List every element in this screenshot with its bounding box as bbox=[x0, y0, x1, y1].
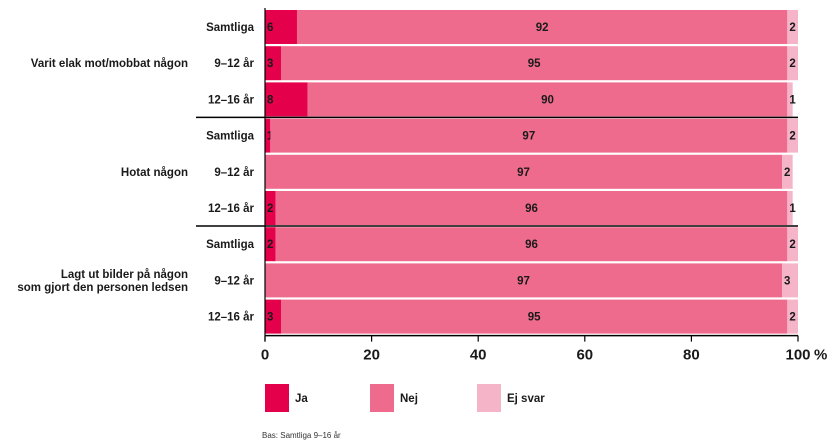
data-label: 2 bbox=[267, 203, 273, 215]
bar-segment-ja bbox=[265, 82, 308, 117]
row-label: 9–12 år bbox=[214, 275, 254, 287]
x-tick-label: 80 bbox=[683, 347, 700, 364]
group-label-line: som gjort den personen ledsen bbox=[17, 282, 188, 294]
row-labels-layer: Samtliga 9–12 år 12–16 år Samtliga 9–12 år 12… bbox=[206, 22, 255, 324]
bar-segment-nej bbox=[307, 82, 788, 117]
bar-segment-nej bbox=[280, 46, 788, 81]
group-label-line: Varit elak mot/mobbat någon bbox=[31, 58, 188, 70]
row-label: Samtliga bbox=[206, 22, 255, 34]
footnote: Bas: Samtliga 9–16 år bbox=[262, 431, 341, 440]
legend-swatch bbox=[370, 384, 394, 412]
row-label: 12–16 år bbox=[208, 203, 255, 215]
bar-segment-ja bbox=[265, 10, 297, 44]
x-axis: 0 20 40 60 80 100% bbox=[261, 8, 827, 364]
bar-segment-ej-svar bbox=[787, 227, 798, 262]
bar-segment-ej-svar bbox=[787, 10, 798, 44]
bar-segment-nej bbox=[280, 299, 788, 334]
row-label: 12–16 år bbox=[208, 94, 255, 106]
data-label: 96 bbox=[525, 239, 538, 251]
x-tick-label: 100 bbox=[785, 347, 810, 364]
legend-label: Ej svar bbox=[507, 393, 545, 405]
data-label: 97 bbox=[522, 131, 535, 143]
data-label: 97 bbox=[517, 167, 530, 179]
bar-segment-ej-svar bbox=[787, 191, 793, 225]
data-label: 6 bbox=[267, 22, 273, 34]
group-label-line: Lagt ut bilder på någon bbox=[61, 269, 188, 281]
row-label: 9–12 år bbox=[214, 167, 254, 179]
group-label: Hotat någon bbox=[121, 167, 188, 179]
bar-segment-nej bbox=[265, 154, 783, 189]
data-label: 1 bbox=[789, 94, 796, 106]
x-tick-label: 60 bbox=[576, 347, 593, 364]
legend: Ja Nej Ej svar bbox=[265, 384, 545, 412]
bar-segment-nej bbox=[275, 227, 788, 262]
x-tick-label: 40 bbox=[470, 347, 487, 364]
data-label: 95 bbox=[528, 312, 541, 324]
x-unit-label: % bbox=[814, 347, 827, 364]
group-separators bbox=[196, 116, 798, 227]
bar-segment-nej bbox=[296, 10, 788, 44]
bar-segment-ej-svar bbox=[787, 118, 798, 153]
data-label: 2 bbox=[789, 239, 795, 251]
data-label: 97 bbox=[517, 275, 530, 287]
bar-segment-nej bbox=[275, 191, 788, 225]
x-tick-label: 20 bbox=[363, 347, 380, 364]
data-label: 96 bbox=[525, 203, 538, 215]
bar-segment-ej-svar bbox=[782, 263, 798, 298]
legend-swatch bbox=[265, 384, 289, 412]
bar-segment-ej-svar bbox=[787, 82, 793, 117]
data-label: 2 bbox=[789, 22, 795, 34]
group-label: Varit elak mot/mobbat någon bbox=[31, 58, 188, 70]
bar-segment-ej-svar bbox=[782, 154, 793, 189]
data-label: 95 bbox=[528, 58, 541, 70]
data-label: 8 bbox=[267, 94, 274, 106]
bar-segment-nej bbox=[265, 263, 783, 298]
data-label: 3 bbox=[784, 275, 790, 287]
bar-segment-ja bbox=[265, 191, 276, 225]
bar-segment-ja bbox=[265, 118, 271, 153]
bar-segment-ja bbox=[265, 299, 281, 334]
data-label: 3 bbox=[267, 312, 273, 324]
data-label: 92 bbox=[536, 22, 549, 34]
data-label: 2 bbox=[789, 58, 795, 70]
legend-label: Ja bbox=[295, 393, 308, 405]
group-labels-layer: Varit elak mot/mobbat någon Hotat någon La… bbox=[17, 58, 188, 294]
row-label: 12–16 år bbox=[208, 312, 255, 324]
group-label: Lagt ut bilder på någon som gjort den per… bbox=[17, 269, 188, 294]
bar-segment-ej-svar bbox=[787, 299, 798, 334]
bar-segment-ja bbox=[265, 227, 276, 262]
legend-swatch bbox=[477, 384, 501, 412]
data-label: 1 bbox=[789, 203, 796, 215]
group-label-line: Hotat någon bbox=[121, 167, 188, 179]
data-label: 2 bbox=[267, 239, 273, 251]
x-tick-label: 0 bbox=[261, 347, 269, 364]
data-label: 3 bbox=[267, 58, 273, 70]
data-label: 2 bbox=[784, 167, 790, 179]
legend-label: Nej bbox=[400, 393, 418, 405]
bar-segment-ej-svar bbox=[787, 46, 798, 81]
bar-segment-nej bbox=[270, 118, 788, 153]
row-label: 9–12 år bbox=[214, 58, 254, 70]
row-label: Samtliga bbox=[206, 131, 255, 143]
data-label: 2 bbox=[789, 131, 795, 143]
bar-segment-ja bbox=[265, 46, 281, 81]
data-label: 90 bbox=[541, 94, 554, 106]
row-label: Samtliga bbox=[206, 239, 255, 251]
bars-layer: 6 92 23 95 28 90 11 97 297 22 96 12 96 297 33 95 2 bbox=[265, 10, 798, 334]
data-label: 2 bbox=[789, 312, 795, 324]
